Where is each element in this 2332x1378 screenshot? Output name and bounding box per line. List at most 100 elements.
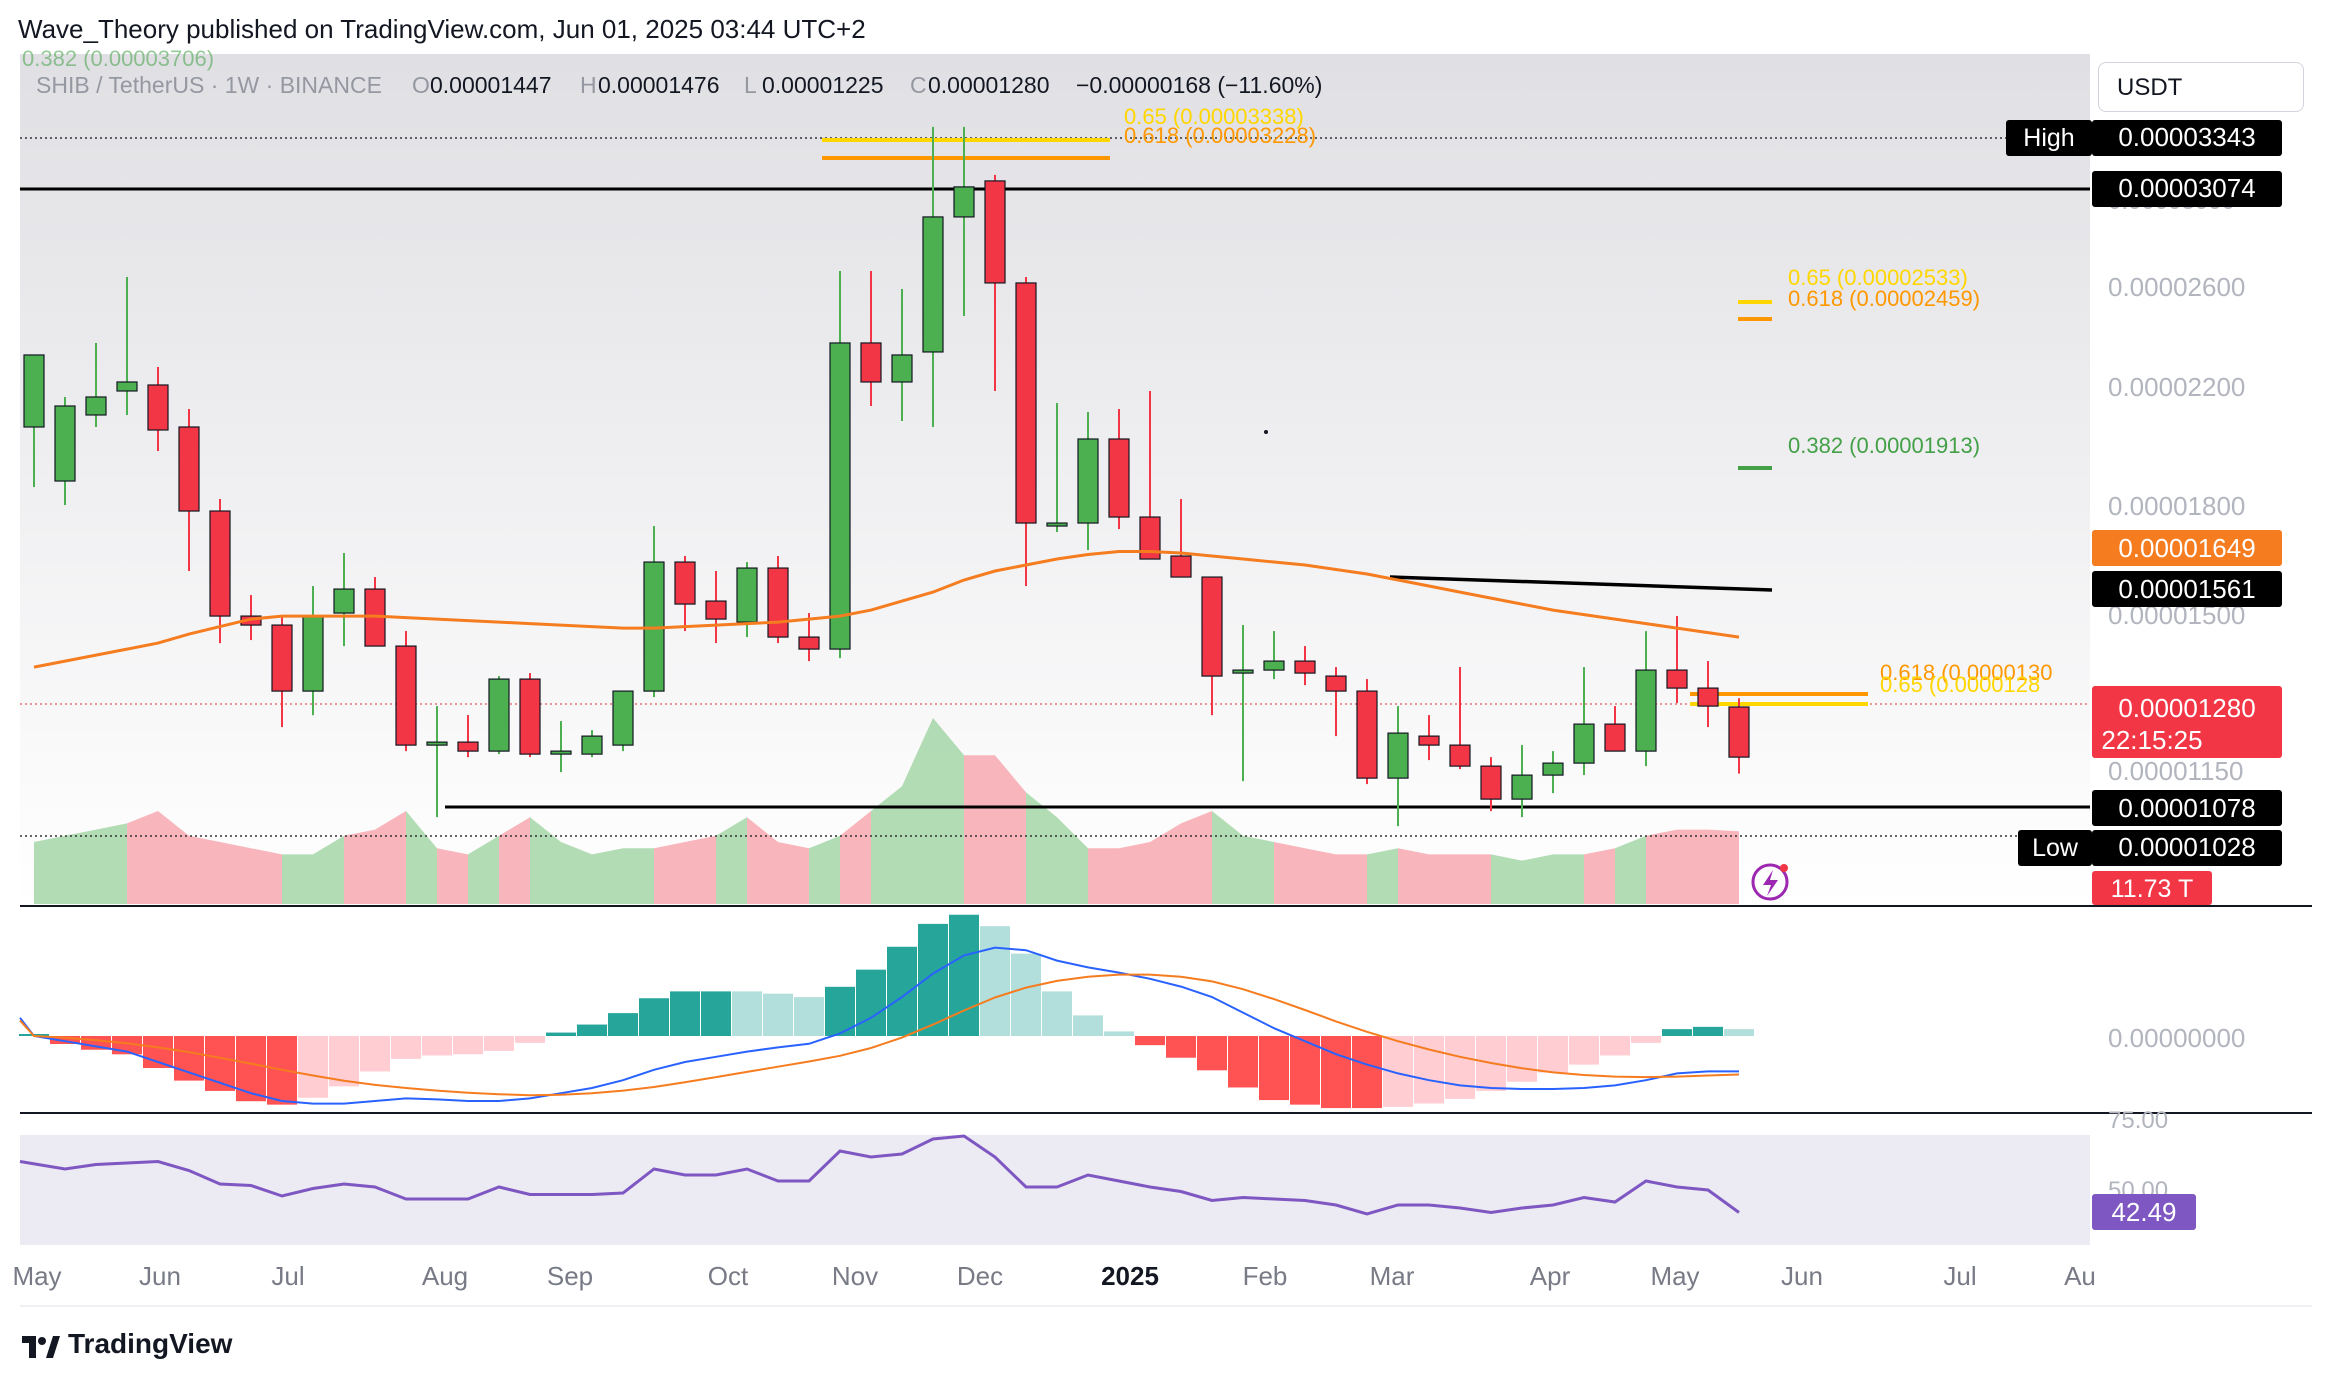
- volume-badge: [2092, 871, 2212, 905]
- signal-line: [19, 973, 1740, 1097]
- time-axis-label: Oct: [708, 1261, 749, 1291]
- time-axis-label: Sep: [547, 1261, 593, 1291]
- macd-hist-bar: [1352, 1036, 1382, 1109]
- volume-segment: [964, 755, 995, 904]
- macd-hist-bar: [1290, 1036, 1320, 1105]
- macd-hist-bar: [50, 1036, 80, 1045]
- candle-body: [550, 750, 572, 755]
- volume-segment: [313, 835, 344, 904]
- candle-body: [953, 186, 975, 218]
- volume-segment: [840, 811, 871, 904]
- volume-segment: [220, 842, 251, 904]
- candle-body: [1666, 669, 1688, 689]
- macd-hist-bar: [1693, 1026, 1723, 1036]
- support-badge: [2092, 790, 2282, 826]
- rsi-band: [20, 1135, 2090, 1245]
- macd-hist-bar: [360, 1036, 390, 1072]
- candle-body: [147, 384, 169, 431]
- brand-text: TradingView: [68, 1328, 233, 1359]
- rsi-value-badge: [2092, 1194, 2196, 1230]
- time-axis-label: Jul: [271, 1261, 304, 1291]
- candle-body: [798, 636, 820, 650]
- main-pane-background: [20, 54, 2090, 906]
- rsi-value-text: 42.49: [2111, 1197, 2176, 1227]
- macd-hist-bar: [701, 991, 731, 1036]
- line-level-badge: [2092, 571, 2282, 607]
- volume-segment: [1677, 829, 1708, 904]
- volume-segment: [282, 854, 313, 904]
- candle-body: [1325, 675, 1347, 692]
- candle-body: [984, 180, 1006, 284]
- low-label-text: Low: [2032, 834, 2079, 862]
- tv-logo-icon: [22, 1333, 60, 1358]
- macd-hist-bar: [608, 1013, 638, 1036]
- macd-hist-bar: [577, 1024, 607, 1036]
- open-value: 0.00001447: [430, 72, 552, 98]
- volume-segment: [995, 755, 1026, 904]
- price-tick: 0.00002600: [2108, 272, 2245, 302]
- candle-body: [1697, 687, 1719, 707]
- macd-hist-bar: [546, 1032, 576, 1036]
- volume-segment: [499, 817, 530, 904]
- time-axis-label: Feb: [1243, 1261, 1288, 1291]
- volume-segment: [623, 848, 654, 904]
- candle-body: [1263, 660, 1285, 671]
- volume-segment: [1646, 829, 1677, 904]
- macd-hist-bar: [236, 1036, 266, 1102]
- fib-label-low-065: 0.65 (0.0000128: [1880, 672, 2040, 697]
- macd-hist-bar: [391, 1036, 421, 1059]
- volume-segment: [1150, 823, 1181, 904]
- candle-body: [860, 342, 882, 383]
- volume-segment: [654, 842, 685, 904]
- candle-body: [457, 741, 479, 752]
- symbol-title[interactable]: SHIB / TetherUS · 1W · BINANCE: [36, 72, 382, 98]
- candle-body: [85, 396, 107, 416]
- resistance-text: 0.00003074: [2118, 173, 2255, 203]
- volume-segment: [1460, 854, 1491, 904]
- macd-hist-bar: [887, 946, 917, 1036]
- high-label: H: [580, 72, 597, 98]
- candle-body: [1108, 438, 1130, 518]
- volume-segment: [902, 718, 933, 904]
- volume-segment: [1212, 811, 1243, 904]
- time-axis[interactable]: May Jun Jul Aug Sep Oct Nov Dec 2025 Feb Mar Apr May…: [12, 1261, 2095, 1291]
- volume-segment: [189, 835, 220, 904]
- macd-hist-bar: [329, 1036, 359, 1087]
- rsi-line: [19, 1134, 1740, 1216]
- macd-hist-bar: [143, 1036, 173, 1069]
- macd-hist-bar: [670, 991, 700, 1036]
- macd-hist-bar: [980, 926, 1010, 1036]
- dot-marker: [1264, 430, 1268, 434]
- price-tick: 0.00002200: [2108, 372, 2245, 402]
- volume-segment: [1367, 848, 1398, 904]
- volume-segment: [1708, 829, 1739, 904]
- time-axis-label: Jun: [139, 1261, 181, 1291]
- macd-hist-bar: [1166, 1036, 1196, 1058]
- high-label-badge: [2006, 120, 2092, 156]
- macd-hist-bar: [1383, 1036, 1413, 1107]
- macd-hist-bar: [1600, 1036, 1630, 1056]
- high-value: 0.00001476: [598, 72, 720, 98]
- candle-body: [1635, 669, 1657, 752]
- fib-label-mid-0618: 0.618 (0.00002459): [1788, 286, 1980, 311]
- macd-hist-bar: [453, 1036, 483, 1055]
- macd-hist-bar: [1104, 1031, 1134, 1036]
- tradingview-logo: TradingView: [22, 1328, 232, 1360]
- candle-body: [426, 741, 448, 746]
- macd-hist-bar: [1569, 1036, 1599, 1065]
- time-axis-label: Nov: [832, 1261, 878, 1291]
- candle-body: [333, 588, 355, 614]
- candle-body: [1449, 744, 1471, 767]
- macd-line: [19, 946, 1739, 1105]
- currency-selector[interactable]: USDT: [2098, 62, 2304, 112]
- open-label: O: [412, 72, 430, 98]
- fib-label-mid-0382: 0.382 (0.00001913): [1788, 433, 1980, 458]
- candle-body: [1170, 555, 1192, 578]
- candle-body: [209, 510, 231, 617]
- replay-icon[interactable]: [1751, 863, 1789, 901]
- countdown-text: 22:15:25: [2101, 725, 2202, 755]
- candle-body: [922, 216, 944, 353]
- fib-label-top-065: 0.65 (0.00003338): [1124, 104, 1304, 129]
- fib-label-top-left: 0.382 (0.00003706): [22, 46, 214, 71]
